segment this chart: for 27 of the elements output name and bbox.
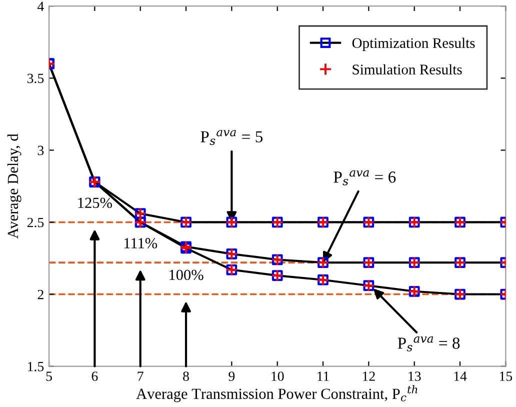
- annotation: 125%: [78, 198, 112, 208]
- x-tick-label: 5: [46, 372, 52, 381]
- x-tick-label: 7: [138, 372, 144, 381]
- y-tick-label: 4: [37, 2, 44, 11]
- annotation: P$_{s}$$^{ava}$ = 5: [200, 130, 263, 145]
- legend-label: Simulation Results: [352, 64, 462, 74]
- annotation: 100%: [170, 270, 204, 280]
- x-tick-label: 14: [454, 372, 467, 381]
- x-tick-label: 13: [408, 372, 421, 381]
- x-tick-label: 9: [228, 372, 235, 381]
- x-tick-label: 6: [92, 372, 98, 381]
- x-tick-label: 11: [318, 372, 329, 381]
- y-tick-label: 3.5: [27, 74, 44, 84]
- x-tick-label: 8: [183, 372, 189, 381]
- legend-label: Optimization Results: [352, 38, 475, 51]
- annotation: 111%: [124, 238, 158, 248]
- y-tick-label: 2: [38, 290, 44, 300]
- x-tick-label: 12: [362, 372, 375, 381]
- x-tick-label: 15: [500, 372, 512, 381]
- x-tick-label: 10: [272, 372, 284, 381]
- annotation: P$_{s}$$^{ava}$ = 8: [398, 336, 460, 352]
- annotation: P$_{s}$$^{ava}$ = 6: [334, 170, 396, 186]
- x-axis-title: Average Transmission Power Constraint, P$_{c}$$^{th}$: [136, 385, 418, 402]
- y-tick-label: 3: [38, 146, 44, 156]
- y-tick-label: 1.5: [28, 362, 44, 372]
- y-tick-label: 2.5: [27, 218, 44, 228]
- y-axis-title: Average Delay, d: [7, 134, 22, 239]
